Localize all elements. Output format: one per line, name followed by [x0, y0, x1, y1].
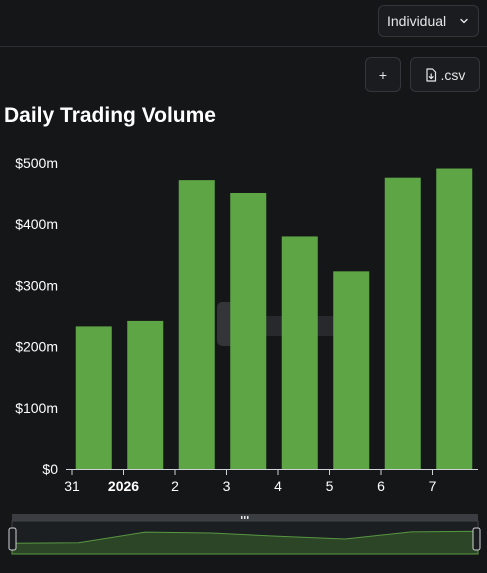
- add-button[interactable]: +: [365, 57, 401, 92]
- x-tick-label: 3: [223, 478, 231, 494]
- bar[interactable]: [333, 271, 370, 469]
- x-tick-label: 2: [171, 478, 179, 494]
- bar[interactable]: [127, 320, 164, 469]
- scrollbar-grip-icon: [241, 516, 249, 519]
- x-axis: 31 2026 2 3 4 5 6 7: [64, 469, 437, 494]
- top-bar: Individual: [0, 0, 487, 47]
- bar[interactable]: [178, 180, 215, 470]
- file-download-icon: [425, 67, 436, 82]
- x-tick-label: 7: [429, 478, 437, 494]
- navigator-handle-left[interactable]: [8, 527, 17, 551]
- csv-download-button[interactable]: .csv: [410, 57, 480, 92]
- x-tick-label: 6: [377, 478, 385, 494]
- x-tick-label: 4: [274, 478, 282, 494]
- x-tick-label: 5: [326, 478, 334, 494]
- bar[interactable]: [230, 192, 267, 469]
- chevron-down-icon: [460, 18, 468, 24]
- bars: [75, 168, 473, 470]
- y-axis: $0 $100m $200m $300m $400m $500m: [15, 155, 58, 477]
- plus-icon: +: [378, 66, 388, 83]
- x-tick-label: 2026: [108, 478, 139, 494]
- bar[interactable]: [384, 177, 421, 470]
- y-tick-label: $200m: [15, 339, 58, 355]
- y-tick-label: $400m: [15, 216, 58, 232]
- view-dropdown-value: Individual: [387, 13, 447, 29]
- x-tick-label: 31: [64, 478, 80, 494]
- y-tick-label: $500m: [15, 155, 58, 171]
- csv-button-label: .csv: [440, 66, 466, 83]
- bar[interactable]: [436, 168, 473, 469]
- y-tick-label: $100m: [15, 400, 58, 416]
- y-tick-label: $300m: [15, 277, 58, 293]
- bar-chart: $0 $100m $200m $300m $400m $500m 31 2026 2 3 4 5 6 7: [15, 155, 478, 494]
- bar[interactable]: [75, 326, 112, 469]
- chart-title: Daily Trading Volume: [4, 104, 216, 127]
- range-navigator[interactable]: [0, 510, 487, 560]
- bar[interactable]: [281, 236, 318, 469]
- view-dropdown[interactable]: Individual: [378, 5, 479, 37]
- navigator-handle-right[interactable]: [472, 527, 481, 551]
- y-tick-label: $0: [42, 461, 58, 477]
